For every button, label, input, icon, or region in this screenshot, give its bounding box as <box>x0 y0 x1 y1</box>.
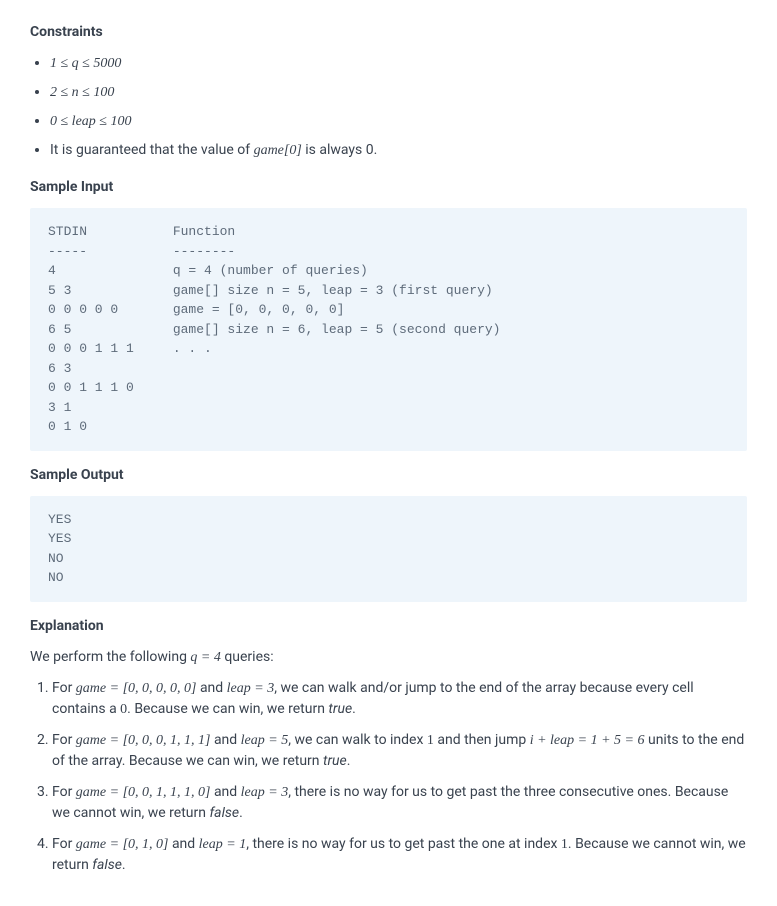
explanation-list: For game = [0, 0, 0, 0, 0] and leap = 3,… <box>30 678 747 876</box>
constraints-list: 1 ≤ q ≤ 5000 2 ≤ n ≤ 100 0 ≤ leap ≤ 100 … <box>30 53 747 161</box>
constraint-item: It is guaranteed that the value of game[… <box>50 140 747 161</box>
constraint-item: 2 ≤ n ≤ 100 <box>50 82 747 103</box>
explanation-heading: Explanation <box>30 616 747 637</box>
sample-input-heading: Sample Input <box>30 177 747 198</box>
constraint-item: 1 ≤ q ≤ 5000 <box>50 53 747 74</box>
sample-input-code: STDIN Function ----- -------- 4 q = 4 (n… <box>30 208 747 451</box>
explanation-item: For game = [0, 0, 0, 0, 0] and leap = 3,… <box>52 678 747 720</box>
explanation-item: For game = [0, 0, 0, 1, 1, 1] and leap =… <box>52 730 747 772</box>
sample-output-code: YES YES NO NO <box>30 496 747 602</box>
sample-output-heading: Sample Output <box>30 465 747 486</box>
constraint-item: 0 ≤ leap ≤ 100 <box>50 111 747 132</box>
constraints-heading: Constraints <box>30 22 747 43</box>
explanation-item: For game = [0, 0, 1, 1, 1, 0] and leap =… <box>52 782 747 824</box>
explanation-body: We perform the following q = 4 queries: … <box>30 647 747 876</box>
explanation-intro: We perform the following q = 4 queries: <box>30 647 747 668</box>
explanation-item: For game = [0, 1, 0] and leap = 1, there… <box>52 834 747 876</box>
